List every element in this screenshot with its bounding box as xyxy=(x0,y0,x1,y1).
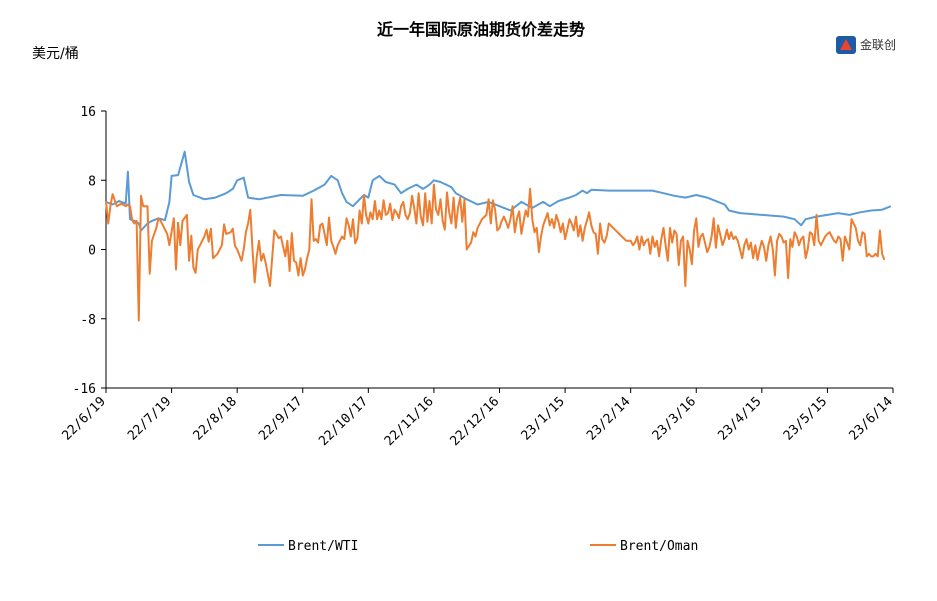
x-tick-label: 22/12/16 xyxy=(447,394,502,449)
x-tick-label: 23/6/14 xyxy=(846,394,895,443)
y-axis: 16 8 0 -8 -16 xyxy=(73,105,107,397)
y-tick-label: -16 xyxy=(73,382,96,397)
x-tick-label: 22/9/17 xyxy=(256,394,305,443)
x-axis: 22/6/19 22/7/19 22/8/18 22/9/17 22/10/17 22/1… xyxy=(59,387,896,449)
chart-title: 近一年国际原油期货价差走势 xyxy=(377,20,585,39)
legend-label: Brent/Oman xyxy=(620,539,698,554)
brand-logo: 金联创 xyxy=(836,36,896,54)
x-tick-label: 23/1/15 xyxy=(519,394,568,443)
logo-mark-accent xyxy=(840,39,852,50)
x-tick-label: 22/7/19 xyxy=(125,394,174,443)
logo-text: 金联创 xyxy=(860,37,896,52)
plot-area xyxy=(105,150,892,322)
series-line-brent-wti xyxy=(105,150,892,232)
y-axis-unit: 美元/桶 xyxy=(32,46,79,62)
legend: Brent/WTI Brent/Oman xyxy=(258,539,698,554)
series-line-brent-oman xyxy=(105,183,886,322)
x-tick-label: 23/4/15 xyxy=(715,394,764,443)
x-tick-label: 23/2/14 xyxy=(584,394,633,443)
y-tick-label: 0 xyxy=(88,244,96,259)
x-tick-label: 23/3/16 xyxy=(650,394,699,443)
x-tick-label: 22/6/19 xyxy=(59,394,108,443)
y-tick-label: 16 xyxy=(80,105,96,120)
y-tick-label: 8 xyxy=(88,174,96,189)
x-tick-label: 22/8/18 xyxy=(191,394,240,443)
x-tick-label: 22/11/16 xyxy=(382,394,437,449)
legend-label: Brent/WTI xyxy=(288,539,358,554)
y-tick-label: -8 xyxy=(80,313,96,328)
x-tick-label: 22/10/17 xyxy=(316,394,371,449)
x-tick-label: 23/5/15 xyxy=(781,394,830,443)
